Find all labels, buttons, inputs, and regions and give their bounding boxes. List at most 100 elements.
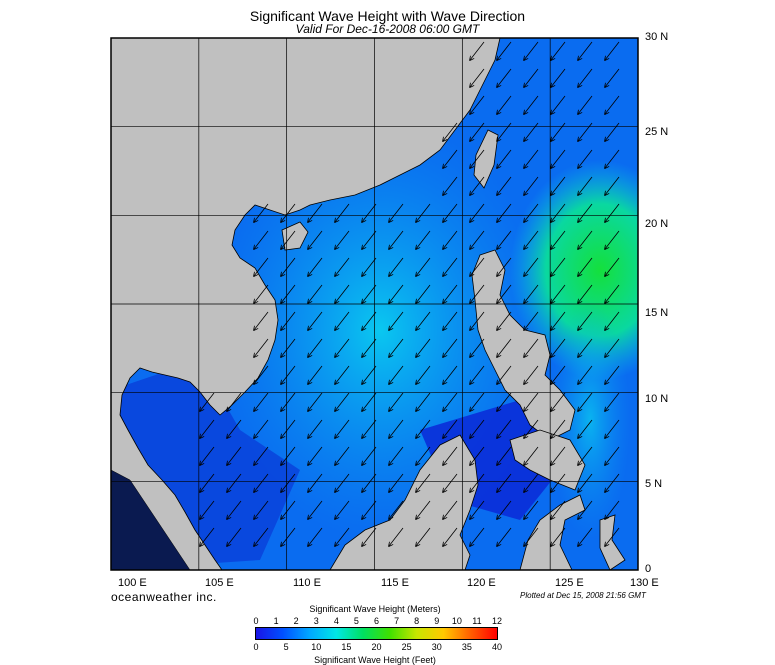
wave-direction-arrow	[551, 446, 566, 465]
wave-direction-arrow	[362, 365, 377, 384]
wave-direction-arrow	[605, 257, 620, 276]
wave-direction-arrow	[605, 230, 620, 249]
wave-direction-arrow	[416, 365, 431, 384]
wave-direction-arrow	[470, 230, 485, 249]
wave-direction-arrow	[227, 473, 242, 492]
wave-direction-arrow	[443, 365, 458, 384]
wave-direction-arrow	[605, 203, 620, 222]
colorbar-meters-tick: 3	[313, 616, 319, 626]
lat-label-15n: 15 N	[645, 307, 669, 319]
wave-direction-arrow	[227, 446, 242, 465]
wave-direction-arrow	[281, 338, 296, 357]
wave-direction-arrow	[551, 365, 566, 384]
colorbar-meters-tick: 6	[373, 616, 380, 626]
wave-direction-arrow	[578, 500, 593, 519]
wave-direction-arrow	[605, 68, 620, 87]
wave-direction-arrow	[443, 230, 458, 249]
wave-direction-arrow	[416, 338, 431, 357]
wave-direction-arrow	[389, 203, 404, 222]
wave-direction-arrow	[551, 473, 566, 492]
lon-label-120e: 120 E	[467, 577, 496, 589]
wave-direction-arrow	[227, 392, 242, 411]
wave-direction-arrow	[254, 473, 269, 492]
lat-label-25n: 25 N	[645, 126, 669, 138]
wave-direction-arrow	[470, 311, 485, 330]
colorbar-feet-tick: 40	[491, 642, 503, 652]
wave-direction-arrow	[578, 338, 593, 357]
wave-direction-arrow	[389, 257, 404, 276]
wave-direction-arrow	[524, 203, 539, 222]
wave-direction-arrow	[470, 149, 485, 168]
lon-label-110e: 110 E	[293, 577, 321, 589]
wave-direction-arrows	[200, 41, 620, 546]
wave-direction-arrow	[281, 284, 296, 303]
wave-direction-arrow	[389, 338, 404, 357]
wave-direction-arrow	[254, 500, 269, 519]
wave-direction-arrow	[551, 230, 566, 249]
wave-direction-arrow	[362, 203, 377, 222]
colorbar-meters-tick: 12	[491, 616, 503, 626]
wave-direction-arrow	[470, 419, 485, 438]
wave-direction-arrow	[524, 473, 539, 492]
wave-direction-arrow	[497, 311, 512, 330]
wave-direction-arrow	[578, 95, 593, 114]
wave-direction-arrow	[524, 338, 539, 357]
wave-direction-arrow	[524, 176, 539, 195]
wave-direction-arrow	[200, 500, 215, 519]
wave-direction-arrow	[416, 284, 431, 303]
wave-direction-arrow	[605, 284, 620, 303]
wave-direction-arrow	[200, 392, 215, 411]
wave-direction-arrow	[497, 122, 512, 141]
wave-direction-arrow	[281, 419, 296, 438]
wave-direction-arrow	[254, 365, 269, 384]
wave-direction-arrow	[578, 392, 593, 411]
wave-direction-arrow	[470, 392, 485, 411]
wave-direction-arrow	[470, 257, 485, 276]
wave-direction-arrow	[551, 257, 566, 276]
wave-direction-arrow	[470, 527, 485, 546]
wave-direction-arrow	[605, 365, 620, 384]
wave-direction-arrow	[578, 527, 593, 546]
wave-direction-arrow	[551, 203, 566, 222]
wave-direction-arrow	[389, 500, 404, 519]
wave-direction-arrow	[443, 311, 458, 330]
wave-direction-arrow	[551, 311, 566, 330]
wave-direction-arrow	[389, 446, 404, 465]
wave-direction-arrow	[443, 257, 458, 276]
lon-label-105e: 105 E	[205, 577, 234, 589]
wave-direction-arrow	[416, 446, 431, 465]
wave-direction-arrow	[254, 419, 269, 438]
wave-direction-arrow	[578, 68, 593, 87]
wave-direction-arrow	[308, 284, 323, 303]
wave-direction-arrow	[497, 500, 512, 519]
lat-label-5n: 5 N	[645, 478, 663, 490]
wave-direction-arrow	[200, 527, 215, 546]
lat-lon-grid	[111, 38, 638, 570]
wave-direction-arrow	[335, 338, 350, 357]
wave-direction-arrow	[362, 473, 377, 492]
wave-direction-arrow	[605, 500, 620, 519]
wave-direction-arrow	[416, 311, 431, 330]
wave-direction-arrow	[578, 122, 593, 141]
colorbar-feet-tick: 0	[253, 642, 259, 652]
wave-direction-arrow	[497, 41, 512, 60]
wave-direction-arrow	[578, 41, 593, 60]
wave-direction-arrow	[470, 365, 485, 384]
wave-direction-arrow	[524, 257, 539, 276]
wave-direction-arrow	[416, 392, 431, 411]
wave-direction-arrow	[227, 500, 242, 519]
wave-direction-arrow	[416, 257, 431, 276]
wave-direction-arrow	[227, 419, 242, 438]
wave-direction-arrow	[470, 473, 485, 492]
wave-direction-arrow	[416, 230, 431, 249]
wave-direction-arrow	[308, 500, 323, 519]
wave-direction-arrow	[254, 446, 269, 465]
wave-direction-arrow	[200, 473, 215, 492]
wave-direction-arrow	[308, 446, 323, 465]
wave-direction-arrow	[470, 446, 485, 465]
wave-direction-arrow	[443, 149, 458, 168]
wave-direction-arrow	[335, 284, 350, 303]
wave-direction-arrow	[281, 392, 296, 411]
wave-direction-arrow	[551, 149, 566, 168]
wave-direction-arrow	[335, 500, 350, 519]
